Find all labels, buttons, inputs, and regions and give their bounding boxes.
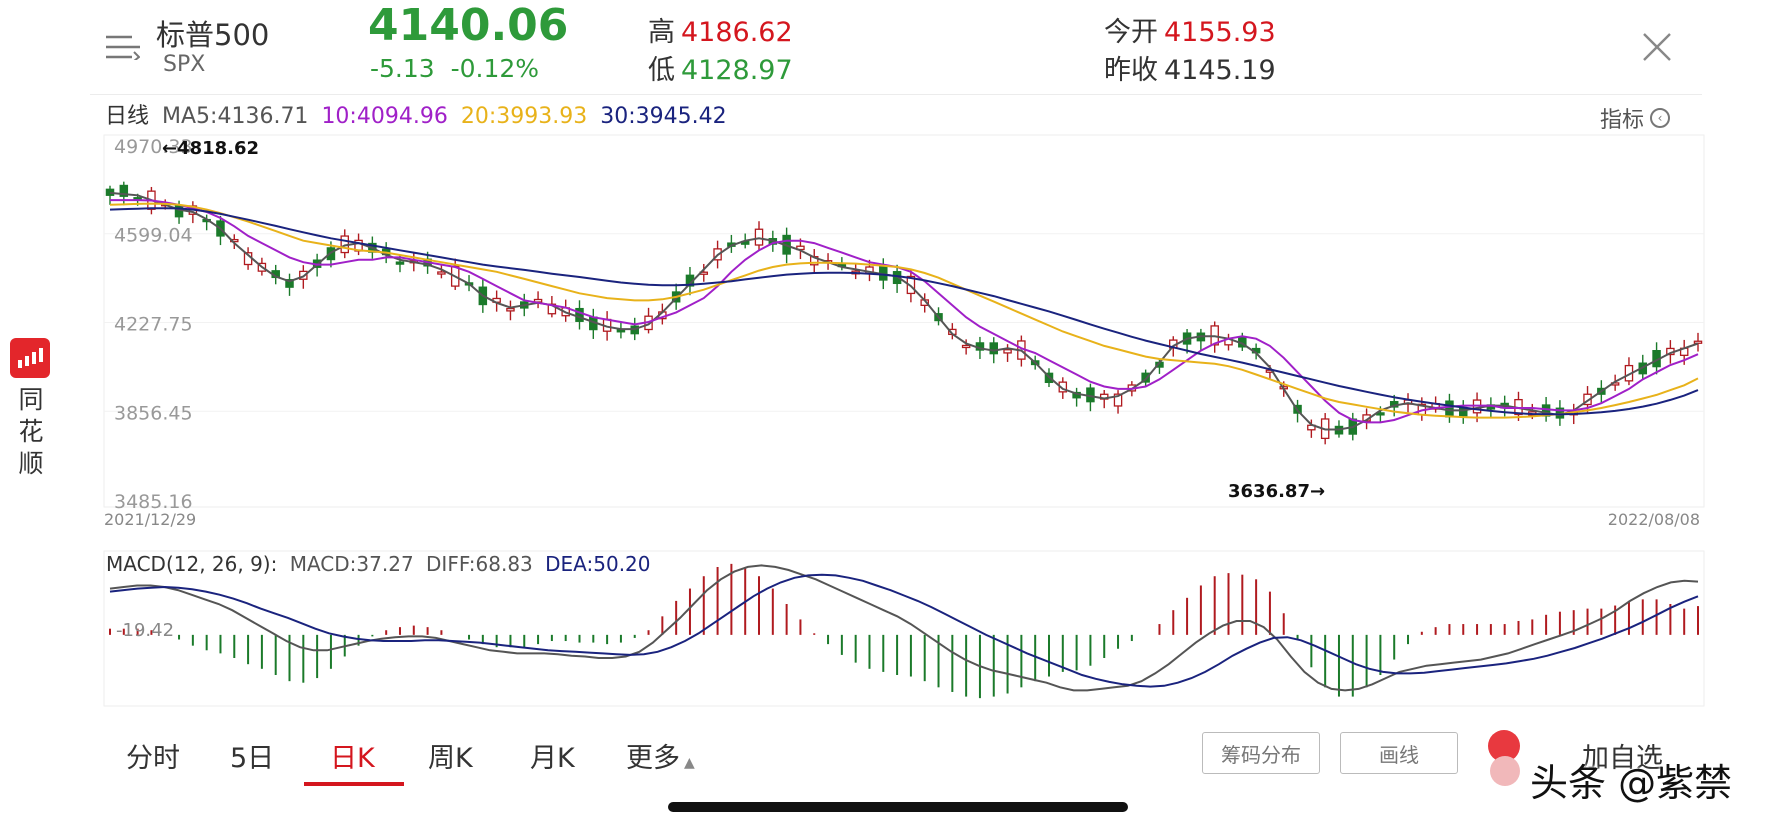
candle-body [1113, 393, 1123, 407]
kline-frame [103, 134, 1705, 508]
macd-axis-label: -19.42 [116, 620, 174, 641]
add-watch-icon-shadow [1490, 756, 1520, 786]
macd-params: MACD(12, 26, 9): [106, 552, 277, 576]
candle-body [119, 184, 129, 197]
open-stat: 今开 4155.93 [1104, 10, 1276, 49]
tab-weekly-k[interactable]: 周K [428, 743, 473, 774]
date-start-label: 2021/12/29 [104, 510, 196, 529]
indicator-label: 指标 [1600, 108, 1645, 133]
change-amount: -5.13 [370, 54, 435, 83]
ma10-value: 10:4094.96 [321, 104, 448, 129]
ma20-value: 20:3993.93 [460, 104, 588, 129]
chip-distribution-button[interactable]: 筹码分布 [1202, 732, 1320, 774]
quote-header: 标普500 SPX 4140.06 -5.13 -0.12% 高 4186.62 … [0, 0, 1792, 95]
tab-monthly-k[interactable]: 月K [530, 743, 575, 774]
macd-label: MACD(12, 26, 9): MACD:37.27 DIFF:68.83 D… [106, 552, 651, 576]
diff-line [109, 564, 1699, 692]
ma-legend: 日线 MA5:4136.71 10:4094.96 20:3993.93 30:… [105, 98, 733, 130]
caret-up-icon: ▲ [684, 755, 695, 771]
date-end-label: 2022/08/08 [1608, 510, 1700, 529]
high-value: 4186.62 [681, 17, 793, 48]
dea-line [109, 573, 1699, 688]
low-stat: 低 4128.97 [648, 48, 793, 87]
candle-body [1003, 349, 1012, 354]
candle-body [989, 342, 999, 355]
add-watchlist-button[interactable]: 加自选 [1582, 743, 1663, 774]
dea-value: DEA:50.20 [545, 552, 650, 576]
tonghuashun-logo-icon [10, 338, 50, 378]
low-value: 4128.97 [681, 55, 793, 86]
high-label: 高 [648, 17, 675, 48]
last-price: 4140.06 [368, 0, 569, 51]
home-indicator[interactable] [668, 802, 1128, 812]
y-axis-label: 4599.04 [114, 225, 193, 247]
y-axis-label: 4970.33 [114, 136, 193, 158]
candle-body [437, 271, 446, 275]
stock-name: 标普500 [156, 18, 270, 52]
candle-body [285, 279, 294, 288]
tab-intraday[interactable]: 分时 [126, 743, 180, 774]
prev-close-stat: 昨收 4145.19 [1104, 48, 1276, 87]
header-divider [90, 94, 1702, 95]
indicator-button[interactable]: 指标 ‹ [1600, 102, 1671, 134]
chevron-left-circle-icon: ‹ [1650, 108, 1671, 128]
ma5-value: MA5:4136.71 [162, 104, 309, 129]
period-label: 日线 [105, 104, 150, 129]
active-tab-indicator [304, 782, 404, 786]
stock-code: SPX [163, 52, 206, 77]
menu-icon[interactable] [106, 34, 140, 60]
prev-close-value: 4145.19 [1164, 55, 1276, 86]
candle-body [754, 228, 764, 246]
period-tabs: 分时 5日 日K 周K 月K 更多 ▲ 筹码分布 画线 加自选 [0, 716, 1792, 796]
prev-close-label: 昨收 [1104, 55, 1158, 86]
high-stat: 高 4186.62 [648, 10, 793, 49]
price-change: -5.13 -0.12% [370, 54, 539, 83]
macd-value: MACD:37.27 [290, 552, 414, 576]
tab-5day[interactable]: 5日 [230, 743, 275, 774]
tab-more[interactable]: 更多 ▲ [626, 736, 695, 775]
min-price-annotation: 3636.87→ [1228, 481, 1325, 502]
open-label: 今开 [1104, 17, 1158, 48]
draw-line-button[interactable]: 画线 [1340, 732, 1458, 774]
low-label: 低 [648, 55, 675, 86]
app-side-name: 同 花 顺 [18, 385, 44, 478]
macd-frame [103, 550, 1705, 707]
watermark: 头条 @紫禁 [1530, 761, 1733, 805]
ma30-value: 30:3945.42 [600, 104, 727, 129]
tab-daily-k[interactable]: 日K [330, 743, 375, 774]
close-icon[interactable] [1640, 30, 1674, 64]
open-value: 4155.93 [1164, 17, 1276, 48]
diff-value: DIFF:68.83 [426, 552, 533, 576]
candle-body [1141, 372, 1150, 383]
change-percent: -0.12% [450, 54, 540, 83]
max-price-annotation: ←4818.62 [162, 138, 259, 159]
ma20-line [109, 202, 1699, 419]
ma10-line [110, 199, 1699, 424]
tab-more-label: 更多 [626, 743, 680, 774]
app-side-badge[interactable]: 同 花 顺 [10, 338, 52, 480]
candle-body [506, 307, 515, 312]
ma30-line [109, 207, 1699, 416]
candle-body [1693, 340, 1703, 344]
y-axis-label: 3856.45 [114, 402, 193, 424]
candle-body [395, 261, 405, 265]
candle-body [961, 344, 971, 349]
y-axis-label: 3485.16 [114, 491, 193, 513]
candle-body [879, 264, 888, 281]
ma5-line [109, 191, 1699, 431]
y-axis-label: 4227.75 [114, 313, 193, 335]
